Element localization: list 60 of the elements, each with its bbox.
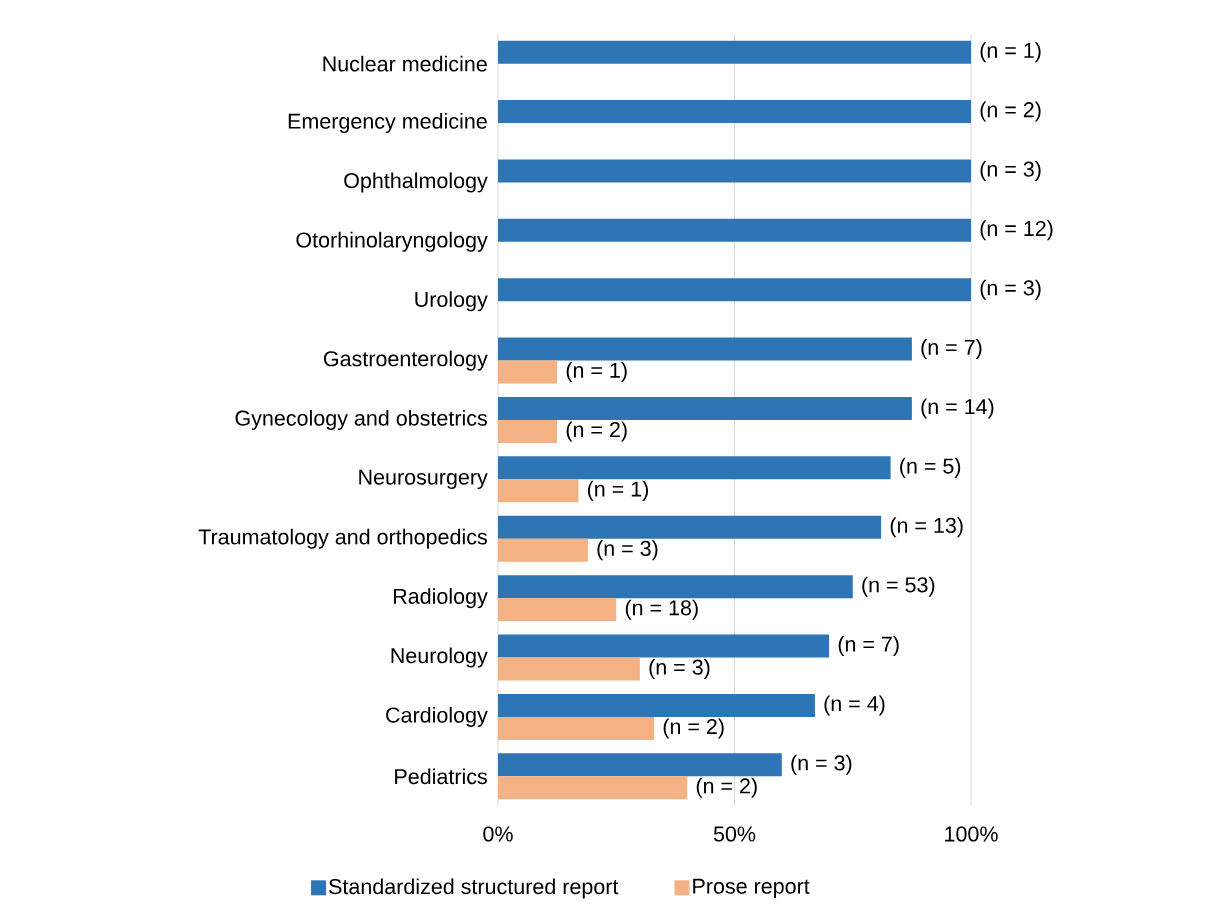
annotation: (n = 3)	[980, 160, 1041, 181]
bar	[498, 716, 655, 740]
y-tick-label: Gastroenterology	[323, 350, 488, 371]
y-tick-label: Neurology	[391, 647, 488, 668]
annotation: (n = 3)	[649, 659, 710, 680]
bar	[498, 657, 640, 681]
bar	[498, 396, 912, 420]
x-tick-label: 50%	[713, 826, 756, 842]
y-tick-label: Urology	[415, 291, 488, 312]
bar	[498, 360, 558, 384]
bar	[498, 479, 579, 503]
annotation: (n = 4)	[824, 695, 885, 716]
bar	[498, 40, 971, 64]
bar	[498, 515, 882, 539]
annotation: (n = 2)	[696, 777, 757, 798]
y-tick-label: Traumatology and orthopedics	[198, 528, 487, 549]
annotation: (n = 18)	[625, 599, 698, 620]
bar	[498, 575, 853, 599]
annotation: (n = 7)	[838, 636, 899, 657]
annotation: (n = 5)	[900, 457, 961, 478]
annotation: (n = 13)	[890, 517, 963, 538]
legend-label: Prose report	[693, 878, 810, 899]
bar	[498, 278, 971, 302]
annotation: (n = 2)	[566, 421, 627, 442]
y-tick-label: Cardiology	[386, 706, 488, 727]
y-tick-label: Ophthalmology	[344, 172, 488, 193]
bar	[498, 456, 891, 480]
y-tick-label: Pediatrics	[395, 768, 488, 785]
annotation: (n = 2)	[980, 101, 1041, 122]
bar	[498, 419, 558, 443]
bar	[498, 159, 971, 183]
x-tick-label: 0%	[483, 826, 513, 842]
bar	[498, 598, 617, 622]
bar	[498, 753, 782, 777]
y-tick-label: Radiology	[393, 588, 488, 609]
annotation: (n = 3)	[980, 279, 1041, 300]
annotation: (n = 3)	[597, 540, 658, 561]
legend-label: Standardized structured report	[329, 878, 619, 899]
y-tick-label: Neurosurgery	[359, 469, 488, 489]
annotation: (n = 7)	[921, 339, 982, 360]
y-tick-label: Nuclear medicine	[323, 55, 487, 72]
annotation: (n = 12)	[980, 220, 1053, 241]
bar	[498, 218, 971, 242]
annotation: (n = 1)	[566, 362, 627, 383]
bar	[498, 100, 971, 124]
annotation: (n = 1)	[587, 480, 648, 501]
bar	[498, 693, 815, 717]
annotation: (n = 53)	[862, 576, 935, 597]
annotation: (n = 14)	[921, 398, 994, 419]
x-tick-label: 100%	[945, 826, 998, 842]
bar	[498, 538, 588, 562]
bar	[498, 776, 688, 800]
annotation: (n = 2)	[663, 718, 724, 739]
annotation: (n = 3)	[791, 754, 852, 775]
y-tick-label: Gynecology and obstetrics	[235, 409, 487, 431]
bar	[498, 337, 912, 361]
y-tick-label: Otorhinolaryngology	[296, 231, 488, 252]
bar	[498, 634, 830, 658]
y-tick-label: Emergency medicine	[288, 113, 487, 134]
annotation: (n = 1)	[980, 42, 1041, 63]
